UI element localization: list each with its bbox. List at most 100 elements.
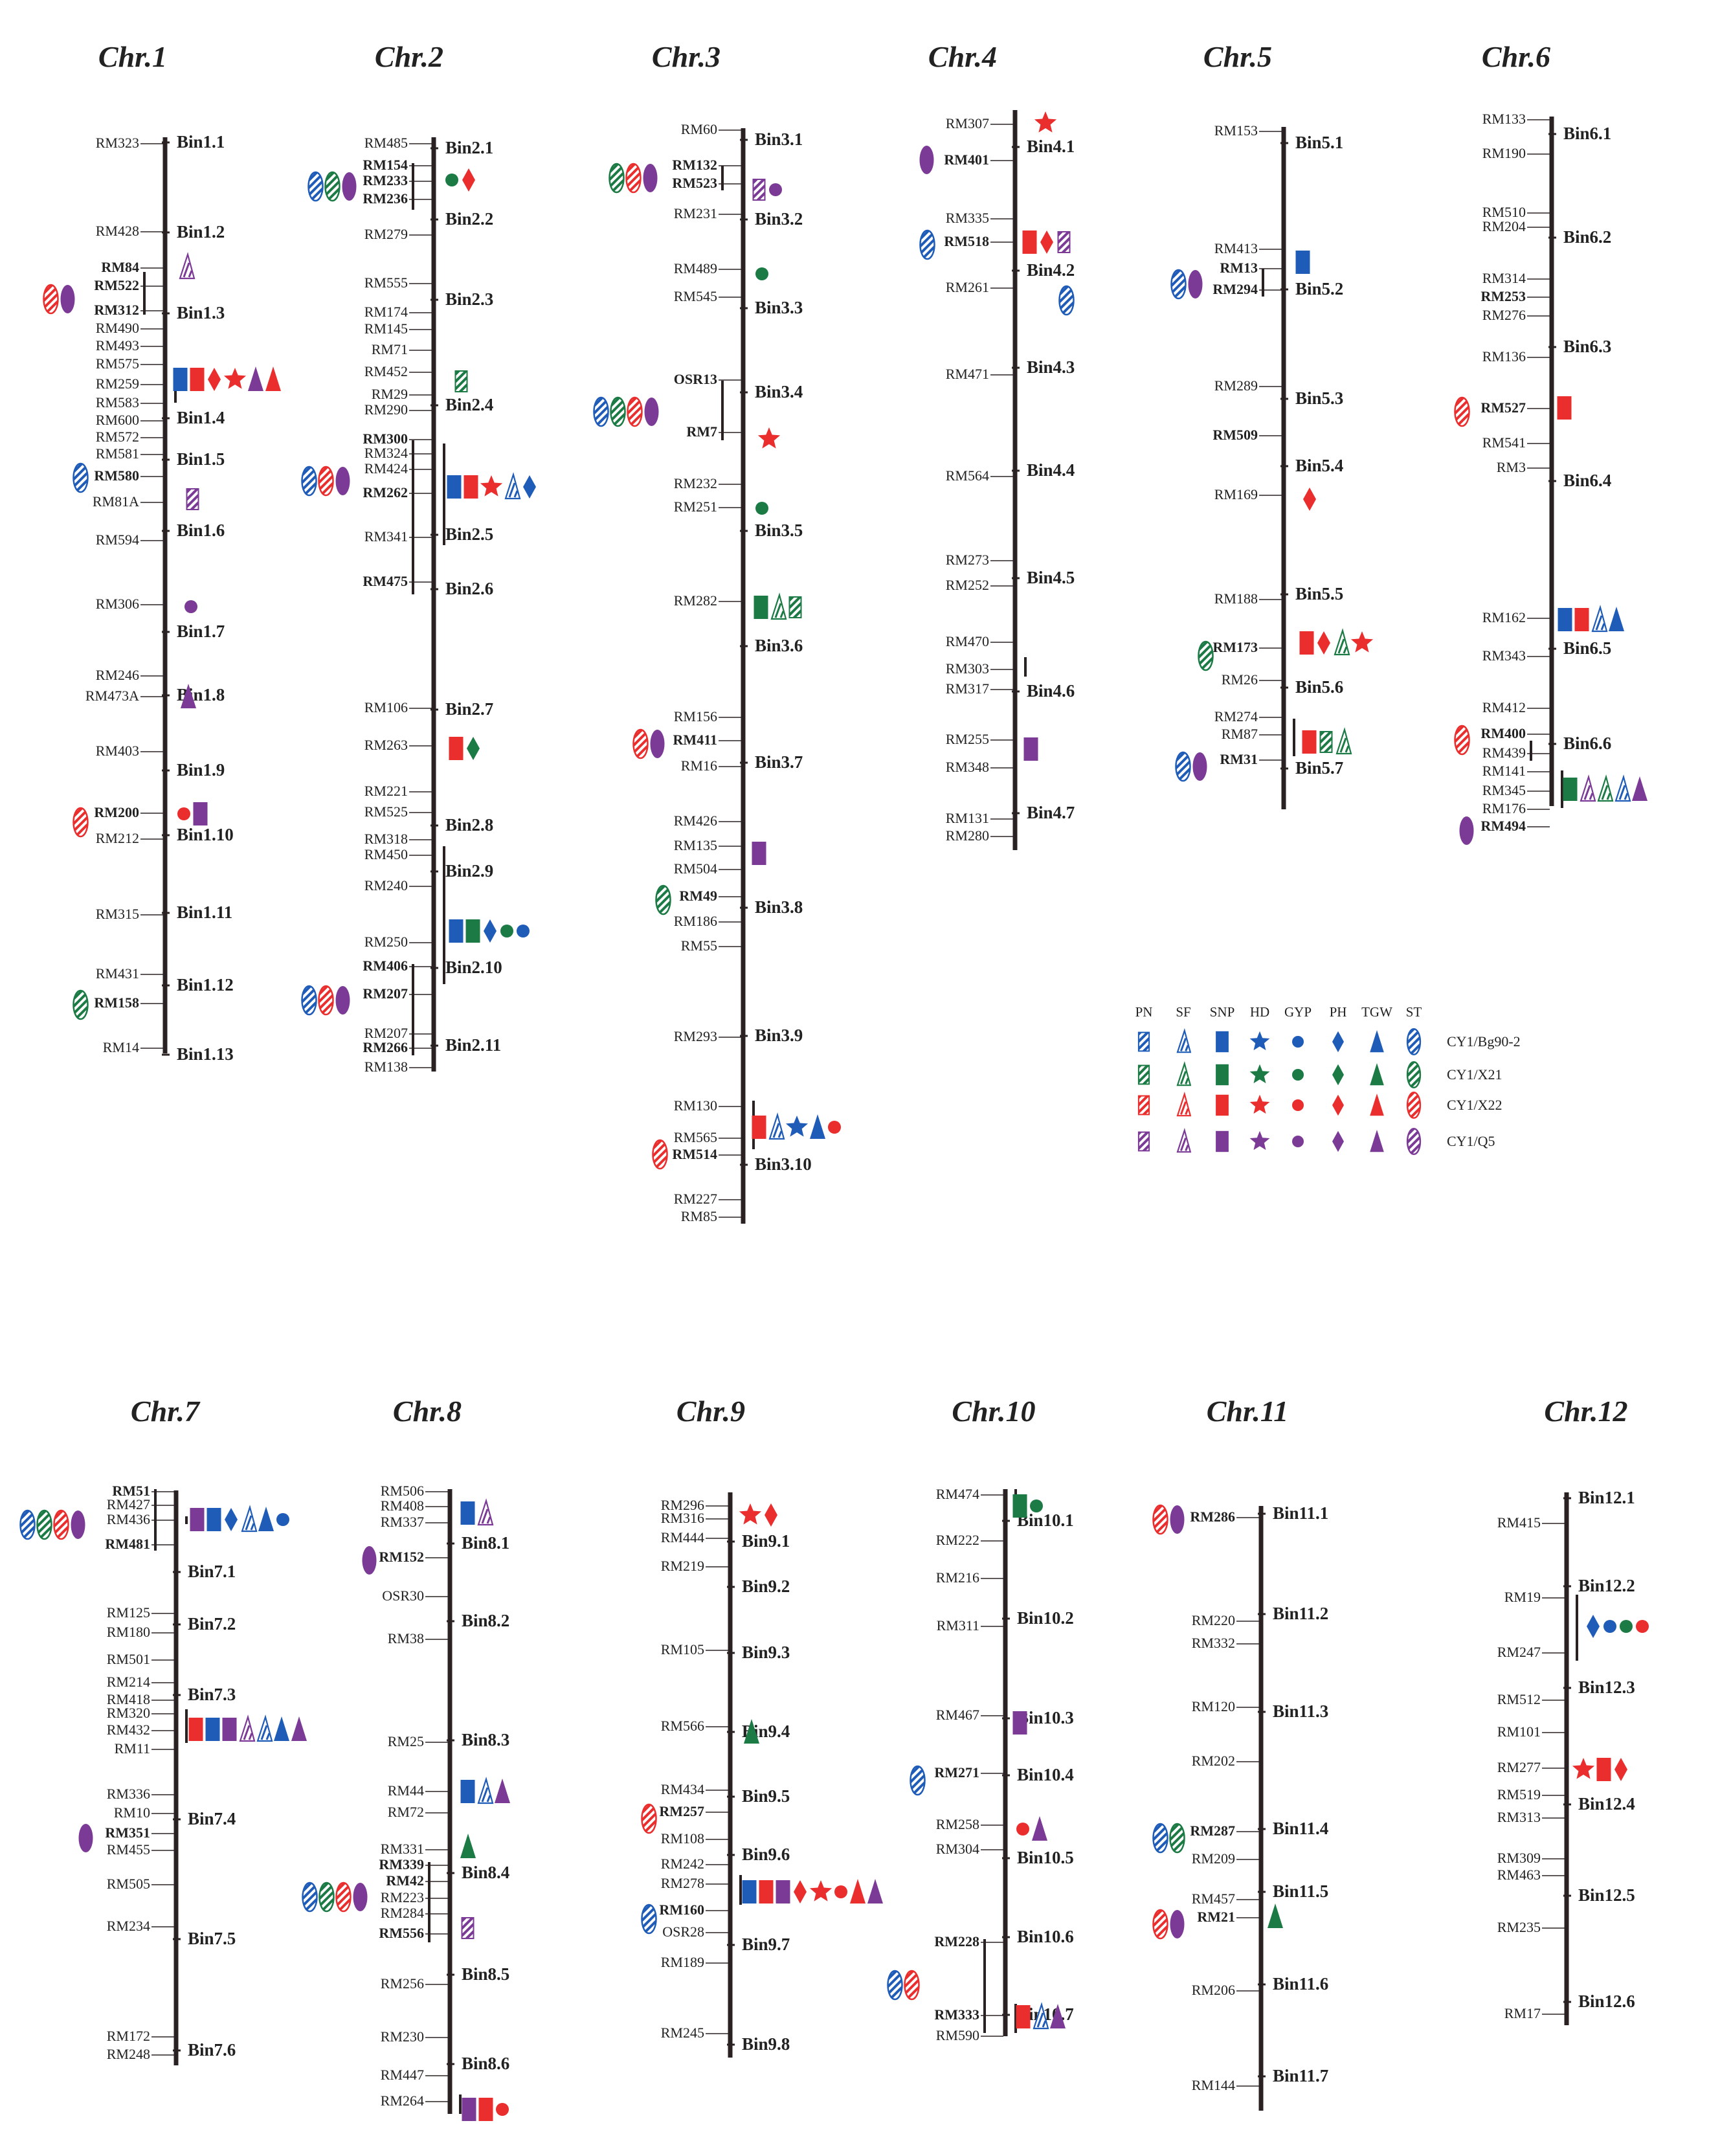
marker-label: RM290: [364, 401, 408, 418]
legend-symbol: [1406, 1091, 1422, 1119]
marker-label: RM130: [674, 1097, 717, 1114]
marker-label: RM512: [1497, 1691, 1541, 1707]
bin-label: Bin9.2: [742, 1577, 790, 1596]
qtl-sq-x22: [1022, 230, 1037, 254]
qtl-ci-x22: [1016, 1823, 1029, 1836]
qtl-cluster: [910, 1765, 926, 1796]
marker-label: RM87: [1222, 726, 1258, 742]
qtl-hov-bg90: [1152, 1823, 1168, 1854]
marker-label: RM255: [946, 731, 989, 747]
bin-label: Bin1.3: [177, 303, 225, 322]
marker-label: RM227: [674, 1191, 717, 1207]
qtl-sq-bg90: [1295, 251, 1310, 274]
marker-label: RM341: [364, 528, 408, 545]
legend-symbol: [1249, 1031, 1270, 1051]
qtl-hsq-x21: [1319, 731, 1333, 753]
qtl-cluster: [447, 472, 536, 500]
chromosome-4: Chr.4 RM307 RM401 RM335 RM518 RM261 RM471 RM564…: [919, 40, 1075, 850]
chromosome-title: Chr.5: [1203, 40, 1272, 73]
marker-label: RM300: [363, 431, 408, 447]
qtl-hov-x22: [652, 1139, 668, 1170]
marker-label: RM600: [96, 412, 139, 428]
qtl-cluster: [177, 802, 208, 825]
legend-symbol: [1137, 1064, 1150, 1085]
marker-label: RM19: [1504, 1589, 1541, 1605]
marker-label: RM315: [96, 906, 139, 922]
qtl-htr-x21: [1597, 774, 1614, 802]
legend-symbol: [1137, 1031, 1150, 1052]
qtl-cluster: [307, 171, 357, 202]
legend-symbol: [1370, 1030, 1384, 1053]
marker-label: RM323: [96, 135, 139, 151]
bin-label: Bin7.5: [188, 1929, 236, 1948]
qtl-sq-bg90: [207, 1508, 221, 1531]
qtl-tr-q5: [248, 366, 263, 391]
qtl-hov-x22: [53, 1509, 69, 1540]
marker-label: RM572: [96, 429, 139, 445]
chromosome-1: Chr.1RM323RM428RM84RM522RM312RM490RM493R…: [43, 40, 281, 1064]
marker-label: RM207: [364, 1025, 408, 1041]
qtl-cluster: [641, 1903, 657, 1935]
chromosome-10: Chr.10 RM474 RM222 RM216 RM311 RM467 RM271 RM25…: [887, 1395, 1074, 2043]
qtl-cluster: [641, 1803, 657, 1834]
marker-label: RM581: [96, 445, 139, 462]
marker-label: RM455: [107, 1841, 150, 1858]
bin-label: Bin6.6: [1563, 734, 1611, 753]
bin-label: Bin8.6: [462, 2054, 509, 2073]
marker-label: RM313: [1497, 1809, 1541, 1825]
marker-label: RM279: [364, 226, 408, 242]
qtl-hov-x22: [641, 1803, 657, 1834]
marker-label: RM55: [681, 938, 717, 954]
marker-label: RM314: [1482, 270, 1526, 286]
bin-label: Bin3.3: [755, 298, 803, 317]
marker-label: RM14: [103, 1039, 139, 1055]
qtl-dm-x22: [1317, 631, 1330, 655]
marker-label: RM120: [1192, 1698, 1235, 1714]
qtl-cluster: [445, 168, 475, 192]
qtl-cluster: [744, 1719, 759, 1744]
marker-label: RM176: [1482, 800, 1526, 816]
legend-symbol: [1406, 1127, 1422, 1156]
qtl-sq-bg90: [205, 1718, 220, 1741]
chromosome-title: Chr.7: [131, 1395, 201, 1428]
qtl-htr-bg90: [768, 1112, 785, 1140]
qtl-ci-x21: [1030, 1499, 1043, 1512]
qtl-hov-x21: [1169, 1823, 1185, 1854]
legend-header: SNP: [1210, 1004, 1235, 1020]
bin-label: Bin6.2: [1563, 227, 1611, 247]
qtl-hov-x21: [324, 171, 341, 202]
marker-label: RM566: [661, 1718, 704, 1734]
bin-label: Bin12.5: [1578, 1885, 1635, 1905]
marker-label: RM25: [388, 1733, 424, 1749]
chromosome-title: Chr.10: [952, 1395, 1035, 1428]
qtl-hov-x22: [335, 1881, 352, 1913]
qtl-dm-x22: [1040, 230, 1053, 254]
marker-label: RM505: [107, 1876, 150, 1892]
bin-label: Bin10.6: [1017, 1927, 1074, 1946]
legend-symbol: [1332, 1094, 1344, 1116]
bin-label: Bin2.1: [445, 138, 493, 157]
qtl-ov-q5: [1192, 752, 1207, 781]
marker-label: RM84: [101, 259, 139, 275]
qtl-ci-bg90: [276, 1513, 289, 1526]
marker-label: RM575: [96, 355, 139, 372]
qtl-tr-q5: [495, 1779, 510, 1803]
qtl-st-x22: [757, 427, 781, 449]
qtl-htr-bg90: [477, 1777, 494, 1804]
bin-label: Bin11.5: [1273, 1881, 1328, 1901]
bin-label: Bin3.2: [755, 209, 803, 229]
legend-header: GYP: [1284, 1004, 1312, 1020]
qtl-cluster: [1016, 2002, 1066, 2030]
marker-label: RM234: [107, 1918, 150, 1934]
legend-symbol: [1216, 1064, 1229, 1086]
marker-label: RM251: [674, 499, 717, 515]
marker-label: RM424: [364, 460, 408, 477]
marker-label: RM556: [379, 1925, 424, 1941]
qtl-cluster: [1302, 727, 1352, 755]
qtl-cluster: [1012, 1494, 1043, 1518]
marker-label: RM474: [936, 1486, 979, 1502]
marker-label: RM555: [364, 275, 408, 291]
marker-label: RM343: [1482, 647, 1526, 664]
marker-label: RM152: [379, 1549, 424, 1565]
bin-label: Bin10.2: [1017, 1608, 1074, 1628]
